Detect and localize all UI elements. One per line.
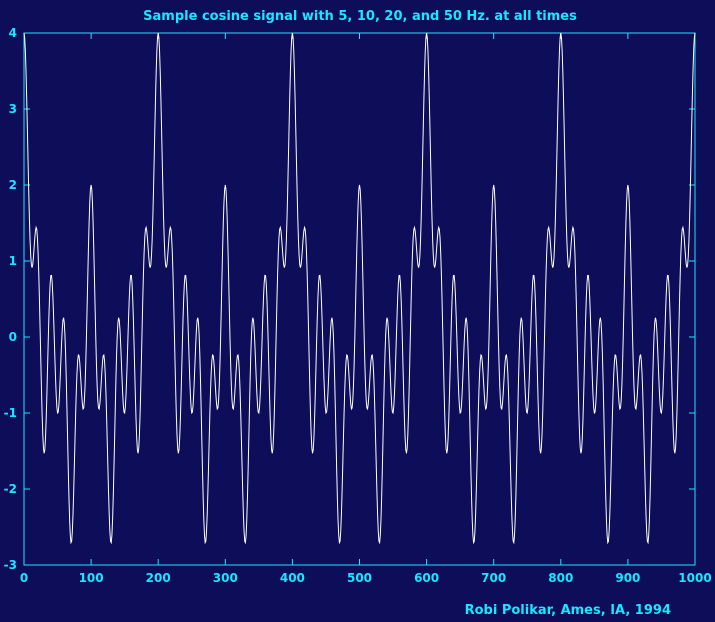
- x-tick-label: 900: [615, 571, 640, 585]
- x-tick-label: 400: [280, 571, 305, 585]
- y-tick-label: 2: [9, 178, 17, 192]
- x-tick-label: 500: [347, 571, 372, 585]
- signal-line: [23, 32, 696, 545]
- x-tick-label: 100: [79, 571, 104, 585]
- x-tick-label: 0: [20, 571, 28, 585]
- y-tick-label: 0: [9, 330, 17, 344]
- y-axis: -3 -2 -1 0 1 2 3 4: [4, 26, 695, 572]
- x-tick-label: 700: [481, 571, 506, 585]
- author-credit: Robi Polikar, Ames, IA, 1994: [465, 603, 671, 618]
- y-tick-label: -2: [4, 482, 17, 496]
- x-axis: 0 100 200 300 400 500 600 700 800 900 1000: [20, 33, 712, 585]
- y-tick-label: -3: [4, 558, 17, 572]
- y-tick-label: 4: [9, 26, 17, 40]
- plot-frame: [23, 32, 696, 566]
- x-tick-label: 300: [213, 571, 238, 585]
- x-tick-label: 600: [414, 571, 439, 585]
- chart-title: Sample cosine signal with 5, 10, 20, and…: [143, 9, 577, 24]
- x-tick-label: 800: [548, 571, 573, 585]
- y-tick-label: 3: [9, 102, 17, 116]
- x-tick-label: 200: [146, 571, 171, 585]
- y-tick-label: 1: [9, 254, 17, 268]
- y-tick-label: -1: [4, 406, 17, 420]
- x-tick-label: 1000: [678, 571, 711, 585]
